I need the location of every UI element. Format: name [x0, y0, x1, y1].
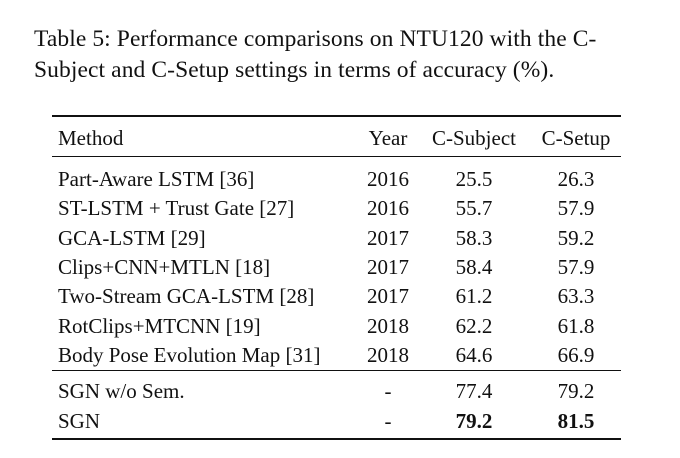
- row-method-cell: ST-LSTM + Trust Gate [27]: [58, 196, 295, 221]
- caption-line-2: Subject and C-Setup settings in terms of…: [34, 57, 555, 83]
- section-rule: [52, 370, 621, 371]
- table-caption: Table 5: Performance comparisons on NTU1…: [34, 24, 654, 86]
- row-method-cell: Body Pose Evolution Map [31]: [58, 342, 321, 367]
- row-method-cell: SGN w/o Sem.: [58, 379, 185, 403]
- caption-line-1: Table 5: Performance comparisons on NTU1…: [34, 26, 597, 52]
- row-method-cell: RotClips+MTCNN [19]: [58, 313, 261, 338]
- table-top-rule: [52, 115, 621, 117]
- row-method-cell: Two-Stream GCA-LSTM [28]: [58, 284, 315, 309]
- row-method-cell: Clips+CNN+MTLN [18]: [58, 254, 271, 279]
- row-method-cell: Part-Aware LSTM [36]: [58, 167, 255, 191]
- table-bottom-rule: [52, 438, 621, 440]
- row-method-cell: SGN: [58, 408, 101, 433]
- header-rule: [52, 156, 621, 157]
- row-method-cell: GCA-LSTM [29]: [58, 225, 206, 250]
- header-method: Method: [58, 126, 124, 150]
